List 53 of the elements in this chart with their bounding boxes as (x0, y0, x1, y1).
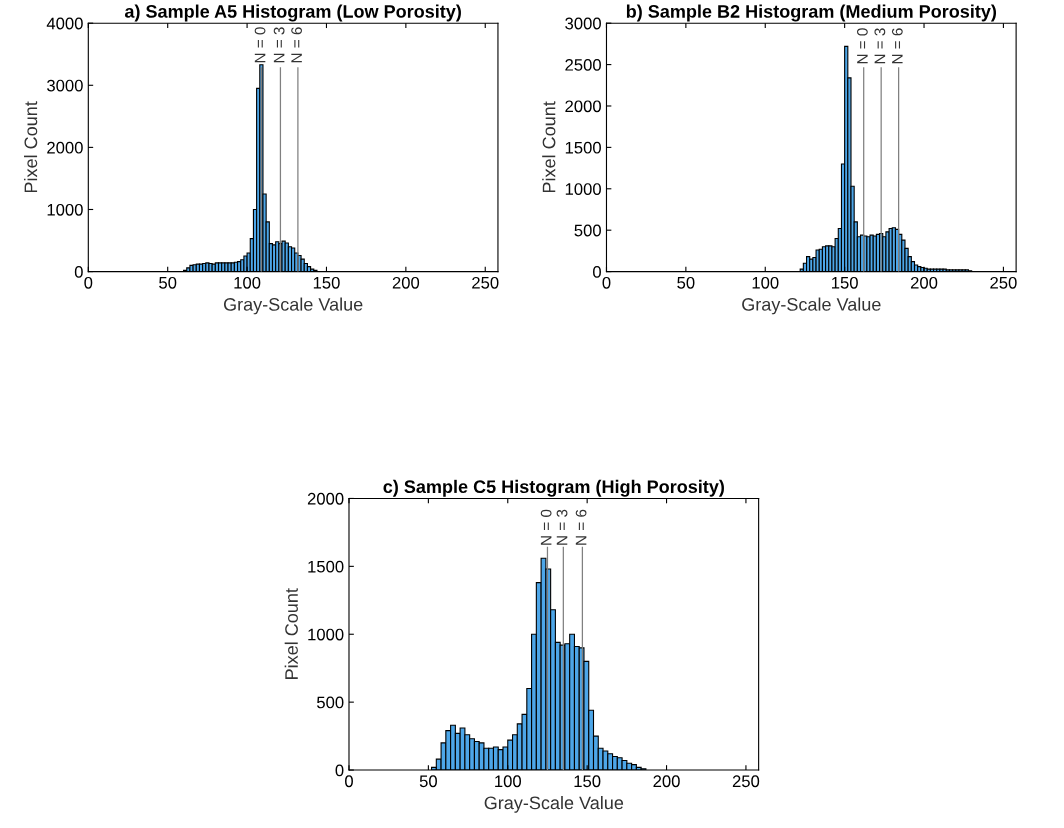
chart-title: a) Sample A5 Histogram (Low Porosity) (124, 4, 461, 22)
y-tick-label: 3000 (565, 17, 601, 30)
x-tick-label: 150 (832, 276, 858, 289)
y-tick-label: 1500 (308, 560, 344, 573)
x-tick-label: 150 (313, 276, 340, 289)
y-axis-title: Pixel Count (284, 588, 298, 679)
annotation: N = 3 (874, 28, 886, 64)
annotation: N = 0 (856, 28, 868, 64)
x-tick-label: 150 (574, 775, 601, 788)
x-tick-label: 50 (419, 775, 437, 788)
y-tick-label: 0 (335, 764, 344, 777)
y-axis-title: Pixel Count (23, 101, 38, 193)
annotation: N = 3 (273, 27, 285, 63)
y-tick-label: 2000 (307, 492, 344, 505)
y-tick-label: 3000 (47, 79, 83, 92)
x-tick-label: 200 (392, 276, 420, 289)
y-tick-label: 1000 (308, 628, 344, 641)
annotation: N = 0 (540, 509, 552, 545)
chart-title: c) Sample C5 Histogram (High Porosity) (383, 479, 724, 497)
y-tick-label: 500 (316, 696, 344, 709)
y-tick-label: 2000 (47, 141, 83, 154)
annotation: N = 6 (891, 28, 903, 64)
x-tick-label: 50 (677, 276, 695, 289)
x-axis-title: Gray-Scale Value (484, 795, 624, 813)
y-tick-label: 4000 (46, 17, 83, 30)
y-tick-label: 0 (74, 265, 83, 278)
y-tick-label: 1000 (565, 183, 601, 195)
x-tick-label: 100 (752, 276, 779, 289)
annotation: N = 6 (575, 509, 587, 545)
x-tick-label: 200 (910, 276, 938, 289)
y-tick-label: 2500 (565, 58, 601, 71)
x-tick-label: 250 (990, 276, 1017, 289)
x-tick-label: 250 (732, 775, 760, 788)
y-tick-label: 1500 (565, 141, 601, 154)
x-tick-label: 0 (602, 276, 611, 289)
y-tick-label: 500 (574, 224, 601, 237)
y-tick-label: 2000 (565, 100, 601, 113)
x-tick-label: 0 (84, 276, 93, 289)
chart-title: b) Sample B2 Histogram (Medium Porosity) (626, 4, 997, 22)
annotation: N = 3 (556, 509, 568, 545)
annotation: N = 0 (254, 27, 266, 63)
x-tick-label: 100 (495, 775, 522, 788)
y-tick-label: 1000 (47, 203, 83, 216)
x-axis-title: Gray-Scale Value (223, 297, 363, 315)
x-tick-label: 100 (234, 276, 261, 289)
x-tick-label: 0 (345, 775, 353, 788)
x-tick-label: 200 (653, 775, 680, 788)
x-axis-title: Gray-Scale Value (742, 297, 881, 315)
y-axis-title: Pixel Count (542, 101, 556, 193)
x-tick-label: 50 (159, 276, 177, 289)
x-tick-label: 250 (472, 276, 499, 289)
y-tick-label: 0 (593, 265, 601, 278)
annotation: N = 6 (291, 27, 302, 63)
